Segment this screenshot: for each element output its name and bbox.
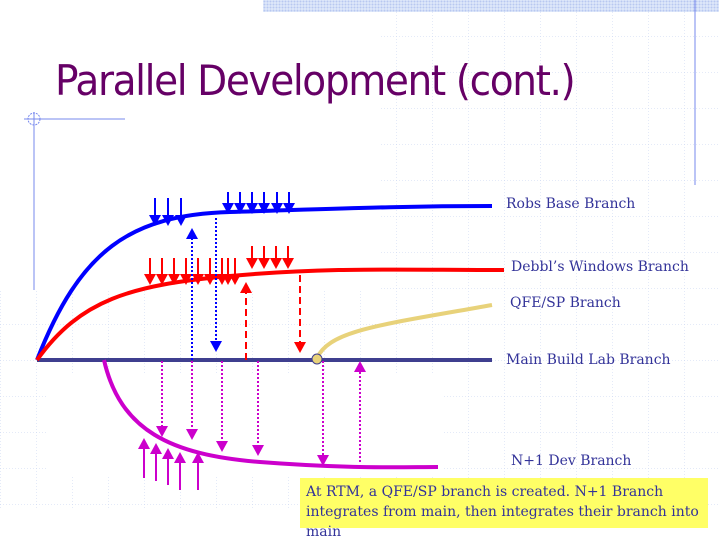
checkin-arrow-blue <box>149 198 161 226</box>
checkin-arrow-red <box>156 258 168 285</box>
integrate-arrow-purple-down <box>156 361 168 437</box>
checkin-arrow-blue <box>283 192 295 214</box>
integrate-arrow-purple-up <box>354 361 366 462</box>
label-qfe-sp-branch: QFE/SP Branch <box>510 295 621 311</box>
checkin-arrow-red <box>168 258 180 285</box>
label-main-build-lab-branch: Main Build Lab Branch <box>506 352 671 368</box>
integrate-arrow-purple-down <box>252 361 264 456</box>
integrate-arrow-red-down <box>294 275 306 353</box>
label-robs-base-branch: Robs Base Branch <box>506 196 636 212</box>
checkin-arrow-blue <box>271 192 283 214</box>
checkin-arrow-blue <box>234 192 246 214</box>
grid-background <box>380 12 719 292</box>
integrate-arrow-purple-down <box>317 361 329 466</box>
checkin-arrow-purple <box>162 448 174 485</box>
integrate-arrow-blue-down <box>210 218 222 352</box>
robs-base-branch-line <box>35 204 493 361</box>
integrate-arrow-red-up <box>240 282 252 360</box>
integrate-arrow-blue-up <box>186 228 198 360</box>
checkin-arrow-blue <box>175 198 187 226</box>
n1-dev-branch-line <box>102 359 439 470</box>
checkin-arrow-purple <box>174 452 186 490</box>
checkin-arrow-red <box>180 258 192 285</box>
qfe-sp-branch-line <box>315 303 493 359</box>
rtm-branch-point <box>311 353 323 365</box>
checkin-arrow-purple <box>150 443 162 481</box>
callout-note: At RTM, a QFE/SP branch is created. N+1 … <box>300 478 708 539</box>
checkin-arrow-red <box>192 258 204 285</box>
checkin-arrow-blue <box>222 192 234 214</box>
checkin-arrow-red <box>144 258 156 285</box>
checkin-arrow-blue <box>246 192 258 214</box>
checkin-arrow-blue <box>258 192 270 214</box>
checkin-arrow-red <box>229 258 241 285</box>
checkin-arrow-red <box>258 246 270 269</box>
crosshair-ornament <box>24 112 125 290</box>
page-title: Parallel Development (cont.) <box>55 56 576 105</box>
checkin-arrow-red <box>282 246 294 269</box>
checkin-arrow-purple <box>138 438 150 478</box>
label-n1-dev-branch: N+1 Dev Branch <box>511 453 632 469</box>
checkin-arrow-red <box>204 258 216 285</box>
integrate-arrow-purple-down <box>186 361 198 440</box>
checkin-arrow-purple <box>192 452 204 490</box>
decorative-top-band <box>263 0 719 12</box>
label-debbl-windows-branch: Debbl’s Windows Branch <box>511 259 689 275</box>
checkin-arrow-blue <box>162 198 174 226</box>
checkin-arrow-red <box>270 246 282 269</box>
checkin-arrow-red <box>246 246 258 269</box>
integrate-arrow-purple-down <box>216 361 228 452</box>
